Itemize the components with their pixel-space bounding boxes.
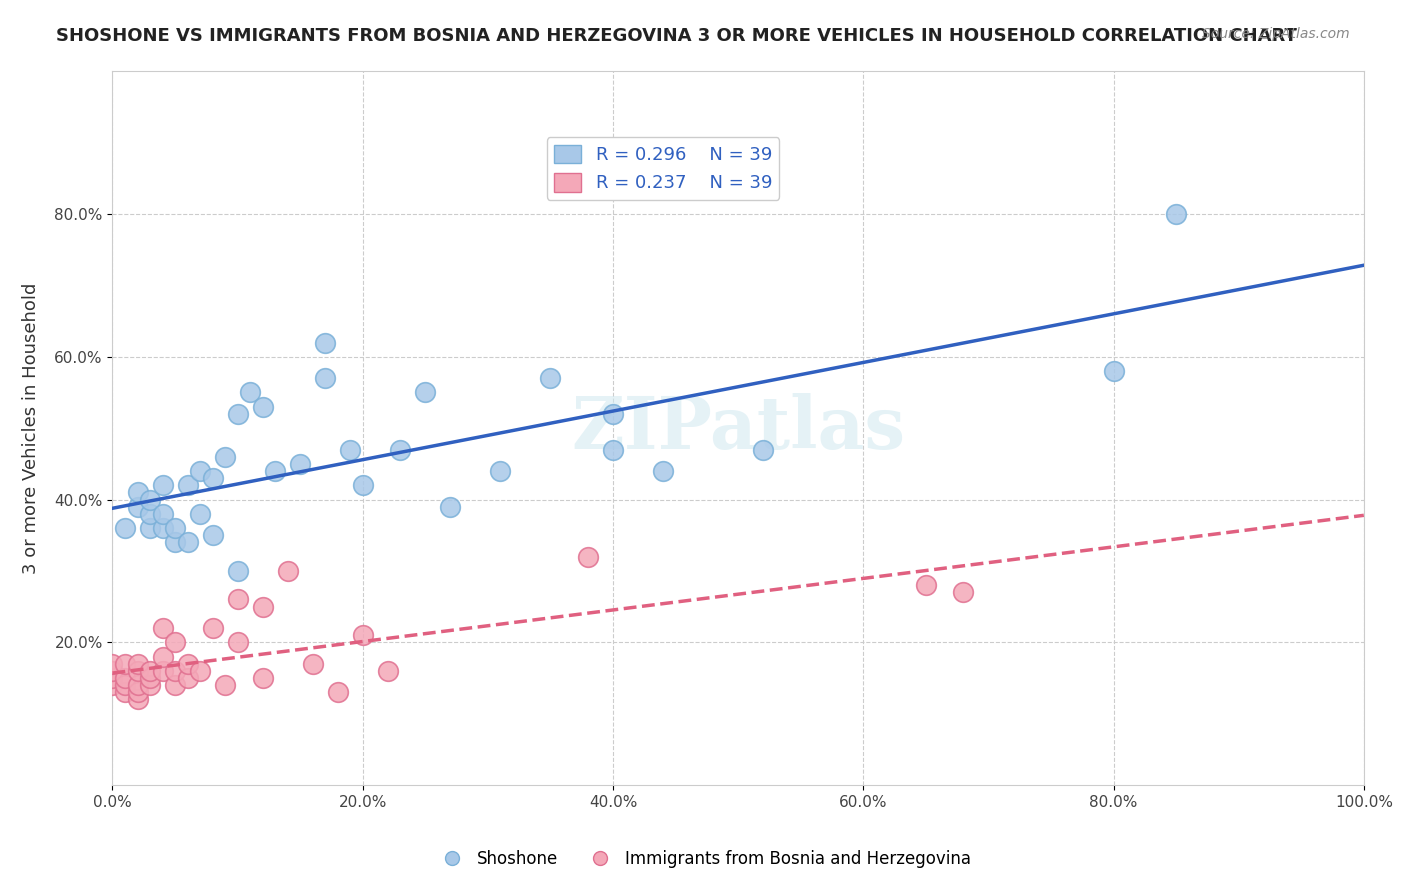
Point	[127, 685, 149, 699]
Point	[264, 464, 287, 478]
Point	[114, 678, 136, 692]
Point	[163, 521, 186, 535]
Text: ZIPatlas: ZIPatlas	[571, 392, 905, 464]
Point	[139, 678, 162, 692]
Point	[188, 664, 211, 678]
Point	[239, 385, 262, 400]
Point	[602, 442, 624, 457]
Point	[201, 471, 224, 485]
Point	[127, 485, 149, 500]
Y-axis label: 3 or more Vehicles in Household: 3 or more Vehicles in Household	[22, 283, 41, 574]
Point	[1102, 364, 1125, 378]
Point	[226, 592, 249, 607]
Point	[163, 678, 186, 692]
Point	[127, 657, 149, 671]
Point	[489, 464, 512, 478]
Point	[301, 657, 323, 671]
Point	[201, 621, 224, 635]
Point	[226, 407, 249, 421]
Point	[314, 371, 336, 385]
Point	[176, 671, 198, 685]
Point	[163, 635, 186, 649]
Point	[139, 671, 162, 685]
Point	[413, 385, 436, 400]
Point	[152, 521, 174, 535]
Legend: Shoshone, Immigrants from Bosnia and Herzegovina: Shoshone, Immigrants from Bosnia and Her…	[429, 844, 977, 875]
Point	[152, 507, 174, 521]
Point	[1164, 207, 1187, 221]
Point	[389, 442, 412, 457]
Point	[377, 664, 399, 678]
Point	[439, 500, 461, 514]
Point	[139, 664, 162, 678]
Legend: R = 0.296    N = 39, R = 0.237    N = 39: R = 0.296 N = 39, R = 0.237 N = 39	[547, 137, 779, 200]
Point	[915, 578, 938, 592]
Point	[114, 657, 136, 671]
Point	[339, 442, 361, 457]
Point	[163, 535, 186, 549]
Point	[152, 621, 174, 635]
Point	[277, 564, 299, 578]
Point	[152, 649, 174, 664]
Point	[127, 678, 149, 692]
Point	[188, 464, 211, 478]
Point	[252, 599, 274, 614]
Point	[114, 671, 136, 685]
Point	[101, 678, 124, 692]
Point	[252, 671, 274, 685]
Point	[252, 400, 274, 414]
Point	[101, 664, 124, 678]
Point	[752, 442, 775, 457]
Point	[152, 664, 174, 678]
Point	[114, 685, 136, 699]
Point	[101, 657, 124, 671]
Point	[214, 450, 236, 464]
Point	[201, 528, 224, 542]
Point	[139, 507, 162, 521]
Point	[352, 478, 374, 492]
Point	[290, 457, 312, 471]
Point	[226, 564, 249, 578]
Text: Source: ZipAtlas.com: Source: ZipAtlas.com	[1202, 27, 1350, 41]
Point	[176, 478, 198, 492]
Point	[538, 371, 561, 385]
Point	[226, 635, 249, 649]
Point	[152, 478, 174, 492]
Point	[176, 535, 198, 549]
Point	[127, 664, 149, 678]
Point	[176, 657, 198, 671]
Point	[101, 671, 124, 685]
Point	[576, 549, 599, 564]
Point	[326, 685, 349, 699]
Text: SHOSHONE VS IMMIGRANTS FROM BOSNIA AND HERZEGOVINA 3 OR MORE VEHICLES IN HOUSEHO: SHOSHONE VS IMMIGRANTS FROM BOSNIA AND H…	[56, 27, 1298, 45]
Point	[652, 464, 675, 478]
Point	[139, 521, 162, 535]
Point	[602, 407, 624, 421]
Point	[127, 692, 149, 706]
Point	[314, 335, 336, 350]
Point	[139, 492, 162, 507]
Point	[188, 507, 211, 521]
Point	[127, 500, 149, 514]
Point	[352, 628, 374, 642]
Point	[114, 521, 136, 535]
Point	[952, 585, 974, 599]
Point	[163, 664, 186, 678]
Point	[214, 678, 236, 692]
